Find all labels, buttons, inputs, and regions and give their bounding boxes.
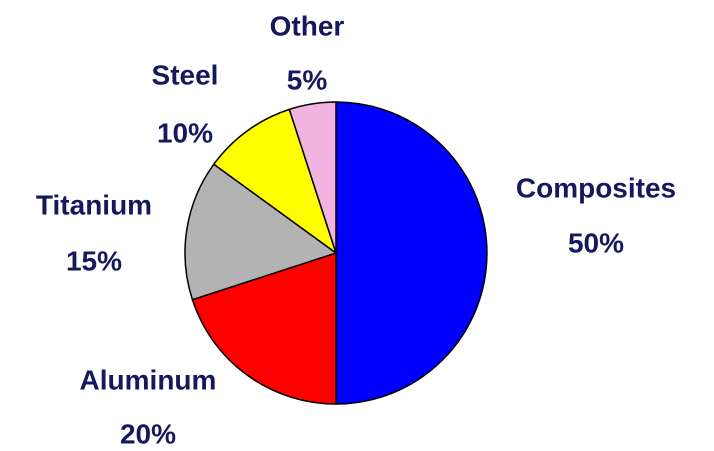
slice-label: Other — [270, 10, 345, 41]
pie-slice — [335, 101, 488, 405]
slice-label: Steel — [152, 59, 219, 90]
slice-label: Titanium — [36, 189, 152, 220]
pie-slice — [184, 163, 338, 301]
slice-label: Aluminum — [80, 364, 217, 395]
slice-value-label: 50% — [568, 227, 624, 258]
pie-slice — [212, 108, 338, 255]
slice-label: Composites — [516, 172, 676, 203]
slice-value-label: 10% — [157, 117, 213, 148]
pie-slice — [288, 101, 337, 254]
pie-slice — [191, 251, 337, 405]
slice-value-label: 20% — [120, 418, 176, 449]
slice-value-label: 5% — [287, 64, 328, 95]
slice-value-label: 15% — [66, 245, 122, 276]
